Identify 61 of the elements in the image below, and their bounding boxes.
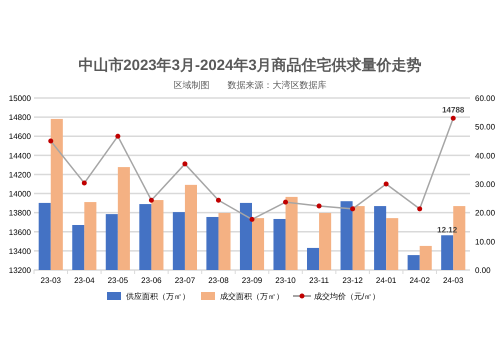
bar	[240, 202, 252, 270]
x-tick-label: 23-10	[275, 276, 296, 285]
bar	[50, 118, 63, 270]
y-tick-label: 15000	[8, 94, 32, 103]
bar	[420, 246, 432, 270]
bar	[286, 196, 298, 270]
bar	[172, 212, 185, 270]
legend-label: 成交均价（元/㎡）	[314, 292, 380, 301]
x-tick-label: 23-03	[40, 276, 62, 285]
y-tick-label: 13600	[8, 228, 32, 237]
y2-tick-label: 10.00	[475, 237, 496, 246]
bar	[106, 214, 118, 270]
bar	[184, 184, 197, 270]
bar	[340, 201, 353, 270]
bar	[273, 218, 286, 270]
y-tick-label: 14400	[8, 151, 32, 160]
bar	[319, 212, 332, 270]
bar	[252, 218, 264, 270]
x-tick-label: 23-09	[242, 276, 263, 285]
bar	[374, 206, 386, 270]
x-tick-label: 23-08	[208, 276, 230, 285]
bar	[352, 206, 365, 270]
y2-tick-label: 20.00	[475, 208, 496, 218]
bar	[38, 202, 51, 270]
y-tick-label: 13400	[8, 246, 32, 256]
y2-tick-label: 60.00	[475, 94, 496, 103]
x-tick-label: 24-03	[442, 276, 464, 285]
bar	[307, 248, 320, 270]
chart-subtitle: 区域制图 数据来源：大湾区数据库	[174, 80, 326, 90]
bar	[118, 167, 130, 270]
y-tick-label: 13200	[8, 266, 32, 275]
y2-tick-label: 50.00	[475, 122, 496, 132]
x-tick-label: 24-02	[409, 276, 430, 285]
bar	[206, 216, 218, 270]
legend-label: 供应面积（万㎡）	[126, 292, 190, 301]
bar	[218, 212, 231, 270]
bar	[139, 204, 152, 270]
y-tick-label: 14800	[8, 113, 32, 122]
bar	[151, 200, 164, 270]
y2-tick-label: 0.00	[475, 266, 492, 275]
y2-tick-label: 30.00	[475, 180, 496, 189]
y-tick-label: 14600	[8, 132, 32, 142]
bar	[441, 235, 454, 270]
x-tick-label: 24-01	[376, 276, 397, 285]
x-tick-label: 23-07	[174, 276, 196, 285]
bar	[84, 202, 96, 270]
x-tick-label: 23-11	[309, 276, 330, 285]
bar	[408, 255, 420, 270]
bar	[72, 224, 84, 270]
y-tick-label: 13800	[8, 208, 32, 218]
y-tick-label: 14000	[8, 190, 32, 199]
x-tick-label: 23-06	[141, 276, 162, 285]
x-tick-label: 23-12	[342, 276, 364, 285]
x-tick-label: 23-05	[108, 276, 129, 285]
bar	[386, 218, 398, 270]
y-tick-label: 14200	[8, 170, 32, 180]
x-tick-label: 23-04	[74, 276, 96, 285]
data-label: 14788	[442, 105, 465, 114]
chart-title: 中山市2023年3月-2024年3月商品住宅供求量价走势	[78, 56, 422, 74]
legend-label: 成交面积（万㎡）	[220, 292, 284, 301]
y2-tick-label: 40.00	[475, 151, 496, 160]
